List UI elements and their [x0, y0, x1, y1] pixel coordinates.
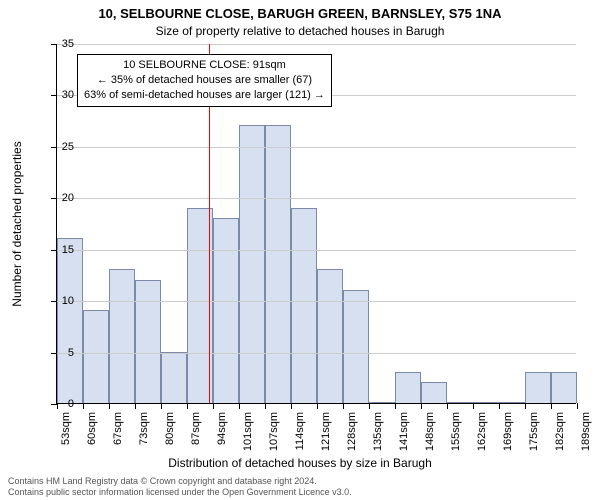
histogram-bar	[473, 402, 499, 403]
grid-line	[57, 198, 576, 199]
histogram-bar	[161, 352, 187, 403]
y-tick-label: 35	[44, 38, 74, 50]
footer-attribution: Contains HM Land Registry data © Crown c…	[8, 476, 352, 498]
x-tick	[395, 403, 396, 409]
x-tick	[265, 403, 266, 409]
plot-area: 10 SELBOURNE CLOSE: 91sqm ← 35% of detac…	[56, 44, 576, 404]
x-tick	[525, 403, 526, 409]
x-tick	[577, 403, 578, 409]
chart-title: 10, SELBOURNE CLOSE, BARUGH GREEN, BARNS…	[0, 6, 600, 21]
x-tick	[473, 403, 474, 409]
histogram-bar	[265, 125, 291, 403]
y-tick-label: 15	[44, 244, 74, 256]
histogram-bar	[57, 238, 83, 403]
histogram-bar	[213, 218, 239, 403]
x-tick	[421, 403, 422, 409]
y-axis-label: Number of detached properties	[10, 141, 24, 306]
grid-line	[57, 147, 576, 148]
histogram-bar	[499, 402, 525, 403]
x-tick	[551, 403, 552, 409]
y-tick-label: 10	[44, 295, 74, 307]
x-tick	[239, 403, 240, 409]
histogram-bar	[421, 382, 447, 403]
histogram-bar	[525, 372, 551, 403]
histogram-bar	[395, 372, 421, 403]
footer-line-1: Contains HM Land Registry data © Crown c…	[8, 476, 352, 487]
grid-line	[57, 353, 576, 354]
histogram-bar	[447, 402, 473, 403]
histogram-bar	[317, 269, 343, 403]
x-tick	[447, 403, 448, 409]
x-tick	[135, 403, 136, 409]
x-tick	[161, 403, 162, 409]
x-tick	[213, 403, 214, 409]
chart-subtitle: Size of property relative to detached ho…	[0, 24, 600, 38]
annotation-line-2: ← 35% of detached houses are smaller (67…	[84, 73, 325, 88]
y-tick-label: 30	[44, 89, 74, 101]
histogram-bar	[239, 125, 265, 403]
x-tick	[291, 403, 292, 409]
histogram-bar	[83, 310, 109, 403]
y-tick-label: 20	[44, 192, 74, 204]
grid-line	[57, 44, 576, 45]
x-tick	[343, 403, 344, 409]
x-tick	[499, 403, 500, 409]
x-tick	[317, 403, 318, 409]
annotation-line-3: 63% of semi-detached houses are larger (…	[84, 88, 325, 103]
grid-line	[57, 250, 576, 251]
footer-line-2: Contains public sector information licen…	[8, 487, 352, 498]
annotation-box: 10 SELBOURNE CLOSE: 91sqm ← 35% of detac…	[77, 54, 332, 107]
y-tick-label: 0	[44, 398, 74, 410]
y-tick-label: 5	[44, 347, 74, 359]
grid-line	[57, 301, 576, 302]
annotation-line-1: 10 SELBOURNE CLOSE: 91sqm	[84, 58, 325, 73]
histogram-bar	[291, 208, 317, 403]
x-tick	[109, 403, 110, 409]
histogram-bar	[369, 402, 395, 403]
x-tick	[83, 403, 84, 409]
x-tick	[187, 403, 188, 409]
histogram-bar	[109, 269, 135, 403]
x-tick	[369, 403, 370, 409]
histogram-bar	[343, 290, 369, 403]
x-axis-label: Distribution of detached houses by size …	[0, 456, 600, 470]
histogram-bar	[135, 280, 161, 403]
histogram-bar	[551, 372, 577, 403]
y-tick-label: 25	[44, 141, 74, 153]
